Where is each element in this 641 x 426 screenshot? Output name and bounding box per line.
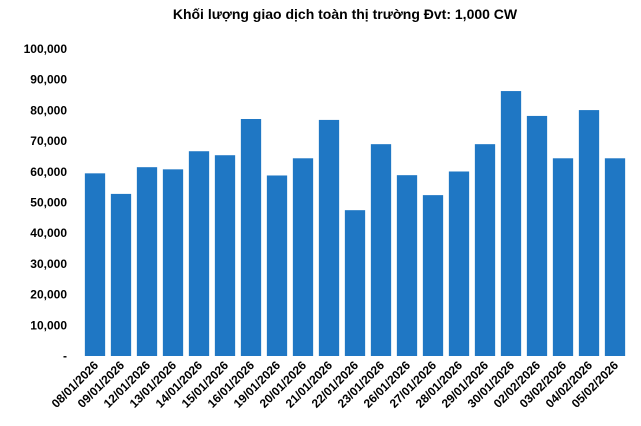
bar xyxy=(136,167,158,356)
y-tick-label: 90,000 xyxy=(30,73,67,87)
bar xyxy=(84,173,106,356)
y-axis: - 10,000 20,000 30,000 40,000 50,000 60,000 70,… xyxy=(24,42,68,363)
bar xyxy=(370,144,392,356)
bar xyxy=(318,119,340,356)
bar xyxy=(422,195,444,356)
y-tick-label: 60,000 xyxy=(30,165,67,179)
bar xyxy=(448,171,470,356)
chart-title: Khối lượng giao dịch toàn thị trường Đvt… xyxy=(173,6,518,22)
bar xyxy=(266,175,288,356)
bar xyxy=(344,210,366,356)
bar xyxy=(526,115,548,357)
y-tick-label: 30,000 xyxy=(30,257,67,271)
y-tick-label: 40,000 xyxy=(30,226,67,240)
bar xyxy=(214,155,236,356)
y-tick-label: 20,000 xyxy=(30,288,67,302)
bar xyxy=(552,158,574,356)
bar xyxy=(188,151,210,356)
bar xyxy=(578,110,600,356)
y-tick-label: 80,000 xyxy=(30,103,67,117)
bar xyxy=(240,119,262,356)
bar xyxy=(500,91,522,356)
bar xyxy=(110,193,132,356)
y-tick-label: 50,000 xyxy=(30,196,67,210)
bar xyxy=(604,158,626,356)
bar xyxy=(396,175,418,356)
y-tick-label: 70,000 xyxy=(30,134,67,148)
bar xyxy=(292,158,314,356)
bars-group xyxy=(84,91,626,357)
bar xyxy=(474,144,496,356)
y-tick-label: 10,000 xyxy=(30,318,67,332)
bar xyxy=(162,169,184,356)
y-tick-label: - xyxy=(63,349,67,363)
x-axis: 08/01/202609/01/202612/01/202613/01/2026… xyxy=(49,358,622,411)
y-tick-label: 100,000 xyxy=(24,42,68,56)
